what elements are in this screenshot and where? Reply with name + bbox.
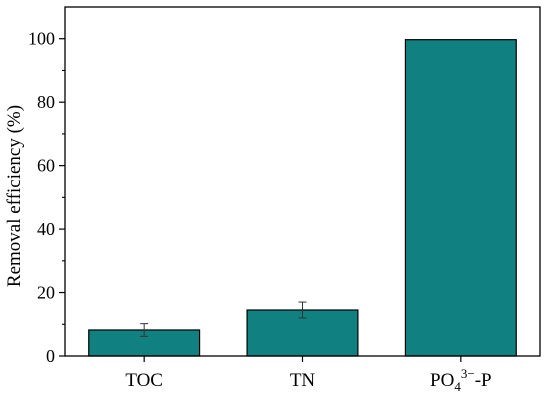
x-category-label-1: TN (290, 370, 316, 391)
bar-2 (404, 39, 517, 357)
y-tick-label-0: 0 (46, 346, 55, 366)
y-tick-label-3: 60 (37, 156, 55, 176)
y-tick-label-2: 40 (37, 219, 55, 239)
y-tick-label-4: 80 (37, 92, 55, 112)
y-tick-label-1: 20 (37, 283, 55, 303)
error-bars-layer (140, 301, 307, 337)
x-category-label-0: TOC (125, 370, 163, 391)
labels-layer: TOC TN PO43−-P (125, 366, 491, 394)
y-axis-title: Removal efficiency (%) (4, 105, 25, 287)
ticks-layer: 0 20 40 60 80 100 (28, 29, 462, 366)
x-category-label-2: PO43−-P (430, 366, 492, 394)
y-tick-label-5: 100 (28, 29, 55, 49)
